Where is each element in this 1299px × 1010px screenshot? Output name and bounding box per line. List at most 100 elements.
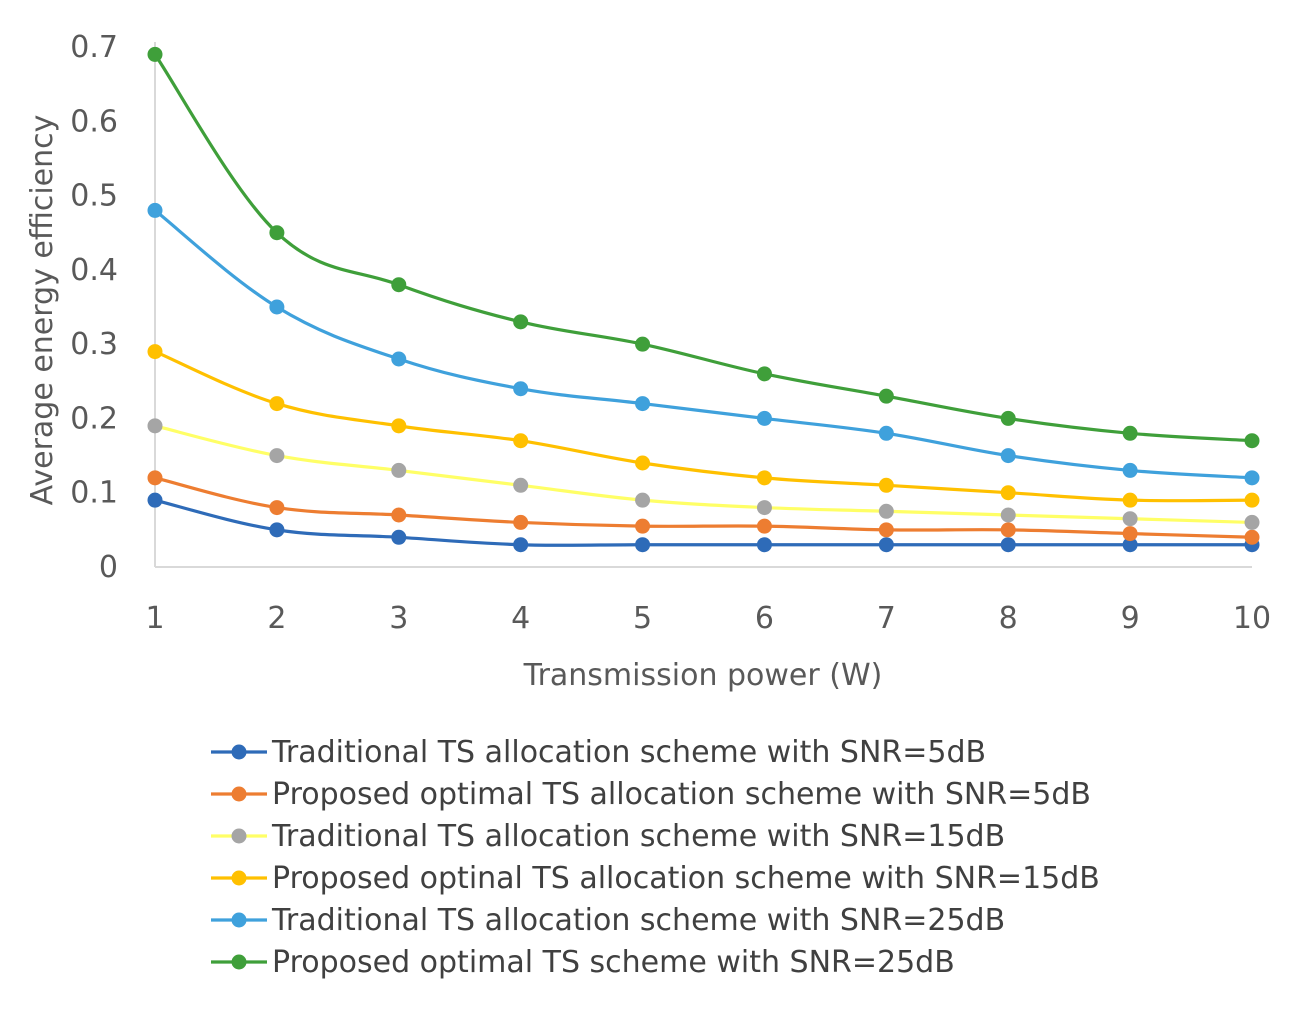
data-point bbox=[269, 396, 285, 412]
legend-label: Proposed optinal TS allocation scheme wi… bbox=[272, 861, 1100, 896]
data-point bbox=[878, 537, 894, 553]
legend-swatch-marker bbox=[231, 912, 247, 928]
series-2 bbox=[147, 470, 1260, 545]
series-5 bbox=[147, 202, 1260, 486]
data-point bbox=[1000, 485, 1016, 501]
y-tick-label: 0.7 bbox=[70, 30, 118, 65]
data-point bbox=[147, 202, 163, 218]
data-point bbox=[1000, 410, 1016, 426]
data-point bbox=[1244, 492, 1260, 508]
legend-swatch-marker bbox=[231, 828, 247, 844]
data-point bbox=[1000, 448, 1016, 464]
data-point bbox=[878, 522, 894, 538]
data-point bbox=[878, 388, 894, 404]
data-point bbox=[635, 518, 651, 534]
y-tick-label: 0.6 bbox=[70, 104, 118, 139]
data-point bbox=[756, 500, 772, 516]
data-point bbox=[513, 477, 529, 493]
data-point bbox=[147, 470, 163, 486]
series-1 bbox=[147, 492, 1260, 553]
data-point bbox=[147, 46, 163, 62]
data-point bbox=[1000, 522, 1016, 538]
y-tick-label: 0.2 bbox=[70, 401, 118, 436]
y-tick-label: 0.4 bbox=[70, 253, 118, 288]
data-point bbox=[1244, 433, 1260, 449]
data-point bbox=[391, 351, 407, 367]
series-line bbox=[153, 52, 1254, 443]
data-point bbox=[391, 277, 407, 293]
x-tick-label: 8 bbox=[999, 601, 1018, 636]
legend-item: Proposed optinal TS allocation scheme wi… bbox=[211, 861, 1100, 896]
legend-swatch-marker bbox=[231, 954, 247, 970]
data-point bbox=[878, 503, 894, 519]
data-point bbox=[147, 418, 163, 434]
x-axis-title: Transmission power (W) bbox=[523, 658, 883, 693]
series-line bbox=[153, 476, 1254, 539]
x-tick-label: 6 bbox=[755, 601, 774, 636]
y-tick-label: 0.3 bbox=[70, 327, 118, 362]
legend-swatch-marker bbox=[231, 744, 247, 760]
y-tick-label: 0 bbox=[99, 550, 118, 585]
data-point bbox=[391, 507, 407, 523]
data-point bbox=[1000, 537, 1016, 553]
data-point bbox=[391, 529, 407, 545]
legend-label: Proposed optimal TS scheme with SNR=25dB bbox=[272, 945, 955, 980]
data-point bbox=[1244, 514, 1260, 530]
series-layer bbox=[147, 46, 1260, 553]
data-point bbox=[269, 448, 285, 464]
series-6 bbox=[147, 46, 1260, 449]
legend-item: Traditional TS allocation scheme with SN… bbox=[211, 819, 1005, 854]
legend: Traditional TS allocation scheme with SN… bbox=[211, 735, 1100, 980]
legend-item: Proposed optimal TS allocation scheme wi… bbox=[211, 777, 1091, 812]
data-point bbox=[1122, 526, 1138, 542]
data-point bbox=[1244, 529, 1260, 545]
legend-item: Traditional TS allocation scheme with SN… bbox=[211, 903, 1005, 938]
data-point bbox=[635, 455, 651, 471]
data-point bbox=[147, 344, 163, 360]
data-point bbox=[1000, 507, 1016, 523]
data-point bbox=[1122, 537, 1138, 553]
data-point bbox=[1122, 492, 1138, 508]
x-tick-label: 9 bbox=[1121, 601, 1140, 636]
legend-label: Traditional TS allocation scheme with SN… bbox=[271, 735, 986, 770]
legend-label: Proposed optimal TS allocation scheme wi… bbox=[272, 777, 1091, 812]
data-point bbox=[513, 433, 529, 449]
series-3 bbox=[147, 418, 1260, 530]
data-point bbox=[391, 418, 407, 434]
series-line bbox=[153, 349, 1254, 503]
x-tick-label: 4 bbox=[511, 601, 530, 636]
data-point bbox=[269, 225, 285, 241]
data-point bbox=[513, 314, 529, 330]
x-tick-label: 3 bbox=[389, 601, 408, 636]
legend-item: Proposed optimal TS scheme with SNR=25dB bbox=[211, 945, 955, 980]
x-tick-label: 10 bbox=[1233, 601, 1271, 636]
x-tick-label: 5 bbox=[633, 601, 652, 636]
data-point bbox=[878, 477, 894, 493]
x-tick-label: 1 bbox=[145, 601, 164, 636]
data-point bbox=[1122, 462, 1138, 478]
x-tick-label: 7 bbox=[877, 601, 896, 636]
data-point bbox=[756, 518, 772, 534]
y-axis-ticks: 0 0.1 0.2 0.3 0.4 0.5 0.6 0.7 bbox=[70, 30, 118, 585]
data-point bbox=[391, 462, 407, 478]
series-line bbox=[153, 498, 1254, 547]
series-line bbox=[153, 424, 1254, 525]
axes bbox=[154, 42, 1252, 568]
data-point bbox=[269, 522, 285, 538]
data-point bbox=[513, 381, 529, 397]
legend-label: Traditional TS allocation scheme with SN… bbox=[271, 819, 1005, 854]
data-point bbox=[635, 537, 651, 553]
data-point bbox=[513, 514, 529, 530]
legend-swatch-marker bbox=[231, 870, 247, 886]
data-point bbox=[756, 366, 772, 382]
legend-label: Traditional TS allocation scheme with SN… bbox=[271, 903, 1005, 938]
data-point bbox=[513, 537, 529, 553]
x-tick-label: 2 bbox=[267, 601, 286, 636]
legend-item: Traditional TS allocation scheme with SN… bbox=[211, 735, 986, 770]
series-line bbox=[153, 208, 1254, 480]
x-axis-ticks: 1 2 3 4 5 6 7 8 9 10 bbox=[145, 601, 1271, 636]
data-point bbox=[635, 396, 651, 412]
data-point bbox=[878, 425, 894, 441]
data-point bbox=[1122, 425, 1138, 441]
